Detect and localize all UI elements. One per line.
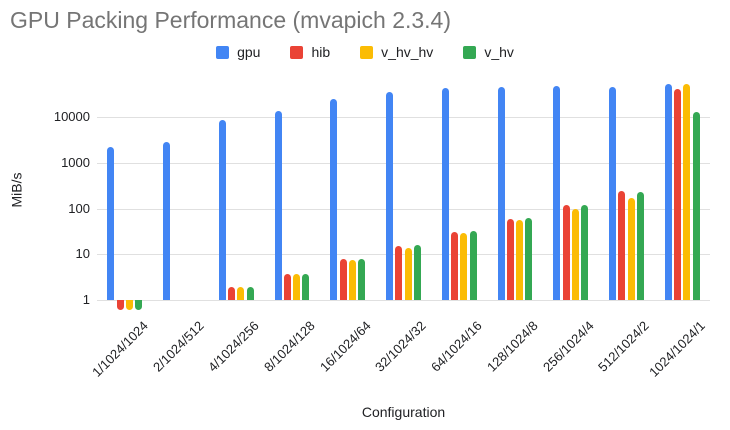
legend-item-gpu: gpu: [216, 44, 260, 60]
legend-item-v_hv_hv: v_hv_hv: [360, 44, 433, 60]
bar-v_hv: [525, 218, 533, 300]
bar-hib: [395, 246, 403, 300]
x-tick-label: 16/1024/64: [316, 318, 374, 375]
bar-v_hv: [636, 192, 644, 300]
bar-v_hv_hv: [293, 274, 301, 300]
bar-v_hv_hv: [460, 233, 468, 300]
bar-v_hv_hv: [627, 198, 635, 300]
legend-swatch-v_hv_hv: [360, 45, 374, 59]
bar-hib: [339, 259, 347, 300]
x-tick-label: 64/1024/16: [428, 318, 485, 375]
gridline: [97, 162, 710, 164]
x-tick-label: 1024/1024/1: [646, 318, 708, 380]
bar-hib: [283, 273, 291, 300]
legend-swatch-gpu: [216, 45, 230, 59]
x-tick-label: 2/1024/512: [149, 318, 207, 375]
legend-label: gpu: [237, 44, 261, 60]
bar-v_hv: [358, 259, 366, 300]
chart-title: GPU Packing Performance (mvapich 2.3.4): [10, 7, 452, 33]
bar-v_hv_hv: [126, 300, 133, 311]
x-tick-label: 8/1024/128: [261, 318, 318, 375]
x-axis-title: Configuration: [361, 404, 446, 420]
bar-gpu: [330, 99, 338, 300]
gridline: [97, 254, 710, 256]
x-tick-label: 512/1024/2: [595, 318, 653, 375]
bar-v_hv_hv: [404, 247, 412, 300]
bar-v_hv: [246, 287, 254, 300]
bar-gpu: [497, 87, 505, 300]
bar-v_hv: [413, 244, 421, 300]
legend-item-hib: hib: [290, 44, 330, 60]
bar-gpu: [107, 147, 115, 300]
bar-hib: [673, 88, 681, 300]
y-tick-label: 10000: [53, 109, 90, 125]
y-tick-label: 100: [68, 200, 90, 216]
bar-hib: [618, 191, 626, 300]
bar-v_hv_hv: [571, 208, 579, 300]
bar-gpu: [608, 86, 616, 300]
bar-v_hv: [692, 111, 700, 300]
bar-v_hv: [469, 231, 477, 300]
bar-gpu: [441, 87, 449, 300]
y-tick-label: 10: [75, 246, 90, 262]
legend-swatch-hib: [290, 45, 304, 59]
x-tick-label: 128/1024/8: [483, 318, 541, 375]
gridline: [97, 117, 710, 119]
bar-gpu: [664, 84, 672, 300]
bar-gpu: [274, 111, 282, 300]
x-tick-label: 1/1024/1024: [88, 318, 151, 380]
gridline: [97, 300, 710, 301]
bar-gpu: [218, 119, 226, 300]
x-tick-label: 4/1024/256: [205, 318, 262, 375]
gridline: [97, 208, 710, 210]
bar-v_hv_hv: [516, 220, 524, 300]
bar-hib: [506, 218, 514, 300]
bar-gpu: [386, 91, 394, 300]
y-tick-label: 1000: [61, 154, 90, 170]
bar-gpu: [163, 142, 171, 300]
bar-v_hv: [581, 204, 589, 300]
bar-v_hv_hv: [348, 259, 356, 300]
bar-hib: [562, 204, 570, 300]
legend-item-v_hv: v_hv: [463, 44, 514, 60]
legend-swatch-v_hv: [463, 45, 477, 59]
x-tick-label: 32/1024/32: [372, 318, 430, 375]
bar-v_hv: [135, 300, 143, 311]
legend-label: v_hv: [484, 44, 514, 60]
bar-v_hv_hv: [683, 84, 691, 300]
legend-label: v_hv_hv: [381, 44, 434, 60]
bar-hib: [451, 231, 459, 300]
bar-hib: [228, 287, 236, 300]
bar-gpu: [553, 86, 561, 300]
y-tick-label: 1: [82, 292, 90, 307]
legend: gpu hib v_hv_hv v_hv: [0, 44, 730, 60]
bar-v_hv_hv: [237, 287, 245, 300]
legend-label: hib: [311, 44, 331, 60]
bar-v_hv: [302, 273, 310, 300]
bar-hib: [116, 300, 124, 311]
x-tick-label: 256/1024/4: [539, 318, 597, 375]
